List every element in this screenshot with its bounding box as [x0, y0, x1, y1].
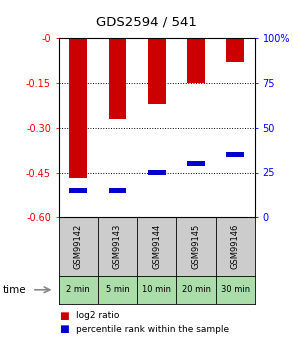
Bar	[148, 38, 166, 104]
Text: GSM99145: GSM99145	[192, 224, 200, 269]
Bar	[187, 38, 205, 83]
Text: log2 ratio: log2 ratio	[76, 311, 120, 320]
Text: percentile rank within the sample: percentile rank within the sample	[76, 325, 229, 334]
Text: 5 min: 5 min	[105, 285, 130, 294]
Text: GSM99146: GSM99146	[231, 224, 240, 269]
Text: 30 min: 30 min	[221, 285, 250, 294]
Bar	[226, 38, 244, 62]
Bar	[109, 188, 126, 193]
Bar	[148, 170, 166, 175]
Text: GSM99144: GSM99144	[152, 224, 161, 269]
Text: ■: ■	[59, 311, 68, 321]
Text: GDS2594 / 541: GDS2594 / 541	[96, 16, 197, 29]
Text: 2 min: 2 min	[66, 285, 90, 294]
Bar	[109, 38, 126, 119]
Text: GSM99142: GSM99142	[74, 224, 83, 269]
Bar	[187, 161, 205, 166]
Text: ■: ■	[59, 325, 68, 334]
Bar	[69, 188, 87, 193]
Text: GSM99143: GSM99143	[113, 224, 122, 269]
Text: 20 min: 20 min	[182, 285, 210, 294]
Text: 10 min: 10 min	[142, 285, 171, 294]
Bar	[69, 38, 87, 178]
Bar	[226, 152, 244, 157]
Text: time: time	[3, 285, 27, 295]
